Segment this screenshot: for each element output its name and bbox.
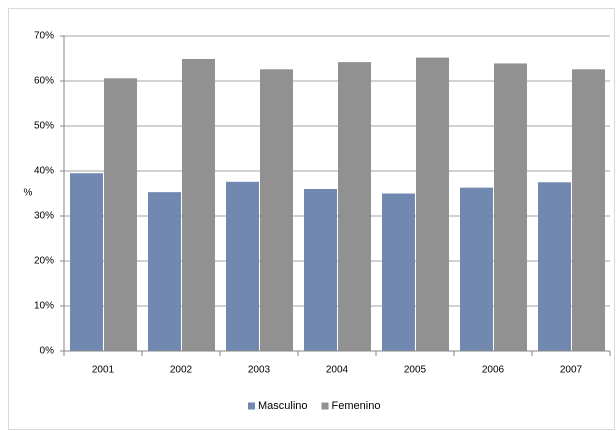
bar	[148, 192, 181, 351]
bar	[304, 189, 337, 351]
x-tick-label: 2007	[560, 365, 583, 376]
bar	[338, 62, 371, 351]
legend: Masculino Femenino	[248, 400, 380, 412]
y-tick-label: 60%	[34, 76, 54, 87]
bar	[460, 187, 493, 351]
y-tick-label: 70%	[34, 31, 54, 42]
y-axis-label: %	[24, 188, 33, 199]
x-tick-label: 2002	[170, 365, 193, 376]
bar	[416, 57, 449, 351]
bar	[70, 173, 103, 351]
bar	[182, 58, 215, 351]
bar	[104, 78, 137, 352]
bar	[382, 193, 415, 351]
legend-label: Masculino	[258, 400, 308, 412]
x-tick-label: 2003	[248, 365, 271, 376]
y-tick-label: 0%	[40, 346, 55, 357]
bar	[572, 69, 605, 352]
y-tick-label: 40%	[34, 166, 54, 177]
bar	[538, 182, 571, 351]
x-tick-label: 2001	[92, 365, 115, 376]
bar	[494, 63, 527, 351]
x-tick-label: 2004	[326, 365, 349, 376]
x-tick-label: 2005	[404, 365, 427, 376]
y-tick-label: 10%	[34, 301, 54, 312]
y-tick-label: 30%	[34, 211, 54, 222]
y-tick-label: 50%	[34, 121, 54, 132]
y-tick-label: 20%	[34, 256, 54, 267]
legend-label: Femenino	[332, 400, 381, 412]
bar	[226, 181, 259, 351]
bar	[260, 69, 293, 352]
x-tick-label: 2006	[482, 365, 505, 376]
legend-swatch	[321, 402, 329, 410]
legend-swatch	[248, 402, 255, 410]
